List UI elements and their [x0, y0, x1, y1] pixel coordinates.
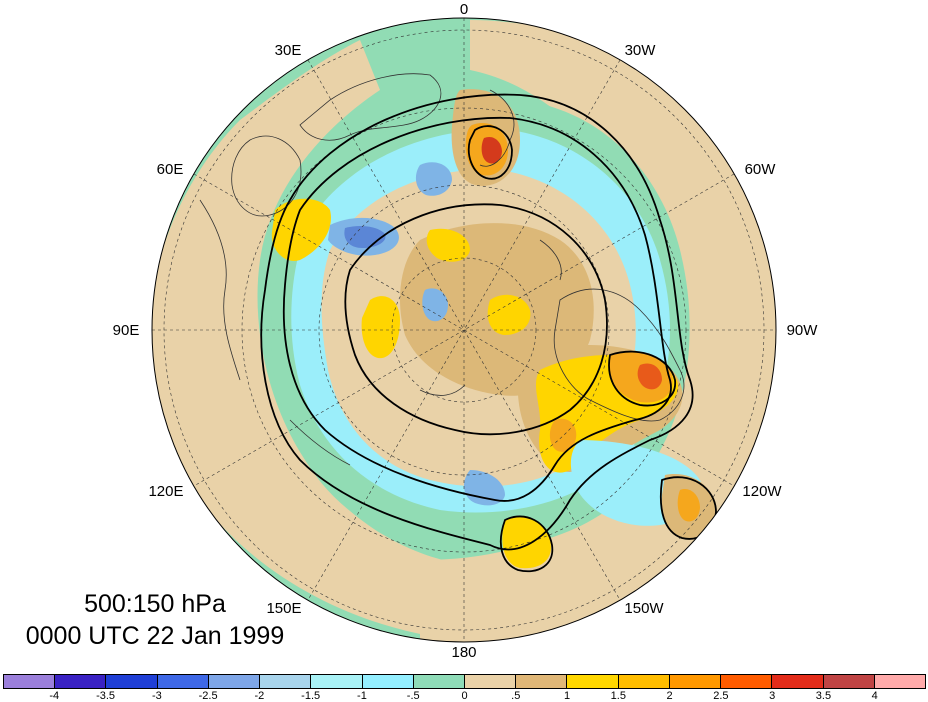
polar-stereographic-map: 0 30W 60W 90W 120W 150W 180 150E 120E 90…: [113, 1, 819, 661]
graticule: [152, 18, 776, 642]
colorbar-label: -2: [254, 690, 265, 702]
field-red-1: [637, 363, 662, 390]
colorbar-label: 3: [769, 690, 776, 702]
colorbar: [3, 674, 926, 689]
plot-title-time: 0000 UTC 22 Jan 1999: [25, 622, 285, 650]
lon-label-120e: 120E: [148, 483, 183, 500]
field-lightblue-2: [422, 288, 448, 322]
map-disk: [152, 18, 776, 642]
colorbar-label: 2: [666, 690, 673, 702]
field-yellow-2: [271, 198, 331, 261]
field-yellow-6: [426, 228, 470, 262]
field-lightblue-3: [415, 162, 452, 196]
lon-label-60w: 60W: [745, 161, 777, 178]
colorbar-box: [721, 675, 773, 688]
lon-label-90e: 90E: [113, 322, 140, 339]
colorbar-label: 0: [461, 690, 468, 702]
lon-label-60e: 60E: [157, 161, 184, 178]
lon-label-90w: 90W: [787, 322, 819, 339]
lon-label-180: 180: [451, 644, 476, 661]
lon-label-150e: 150E: [266, 600, 301, 617]
field-red-2: [481, 136, 502, 164]
colorbar-box: [823, 675, 875, 688]
colorbar-box: [669, 675, 722, 688]
map-border: [151, 17, 777, 643]
colorbar-box: [772, 675, 824, 688]
lon-label-30e: 30E: [275, 42, 302, 59]
colorbar-box: [874, 675, 925, 688]
colorbar-label: -.5: [406, 690, 420, 702]
colorbar-label: -2.5: [198, 690, 218, 702]
colorbar-box: [618, 675, 670, 688]
colorbar-box: [362, 675, 414, 688]
colorbar-box: [157, 675, 209, 688]
colorbar-box: [208, 675, 261, 688]
colorbar-box: [516, 675, 568, 688]
colorbar-box: [464, 675, 517, 688]
colorbar-labels: -4 -3.5 -3 -2.5 -2 -1.5 -1 -.5 0 .5 1 1.5 2 2.5 3 3.5 4: [3, 690, 926, 702]
colorbar-box: [260, 675, 312, 688]
colorbar-label: 3.5: [815, 690, 832, 702]
colorbar-label: -1: [357, 690, 367, 702]
colorbar-box: [413, 675, 465, 688]
lon-label-150w: 150W: [624, 600, 664, 617]
colorbar-box: [567, 675, 619, 688]
colorbar-label: 1.5: [610, 690, 626, 702]
colorbar-label: 1: [563, 690, 571, 702]
colorbar-label: -1.5: [301, 690, 321, 702]
field-tan-west: [152, 40, 470, 640]
colorbar-label: -3.5: [96, 690, 116, 702]
colorbar-label: 4: [871, 690, 878, 702]
colorbar-box: [55, 675, 107, 688]
colorbar-label: .5: [511, 690, 521, 702]
contours: [260, 93, 717, 573]
field-yellow-5: [487, 294, 531, 335]
colorbar-box: [311, 675, 363, 688]
field-yellow-4: [361, 296, 400, 359]
lon-label-0: 0: [460, 1, 468, 18]
field-yellow-3: [502, 516, 551, 569]
coastlines: [199, 73, 685, 466]
lon-label-30w: 30W: [625, 42, 657, 59]
plot-title-level: 500:150 hPa: [84, 590, 226, 618]
lon-label-120w: 120W: [742, 483, 782, 500]
colorbar-box: [4, 675, 56, 688]
colorbar-label: 2.5: [713, 690, 729, 702]
colorbar-box: [106, 675, 158, 688]
colorbar-label: -3: [151, 690, 162, 702]
field-orange-3: [549, 418, 577, 452]
field-orange-east: [677, 489, 700, 522]
colorbar-label: -4: [49, 690, 60, 702]
